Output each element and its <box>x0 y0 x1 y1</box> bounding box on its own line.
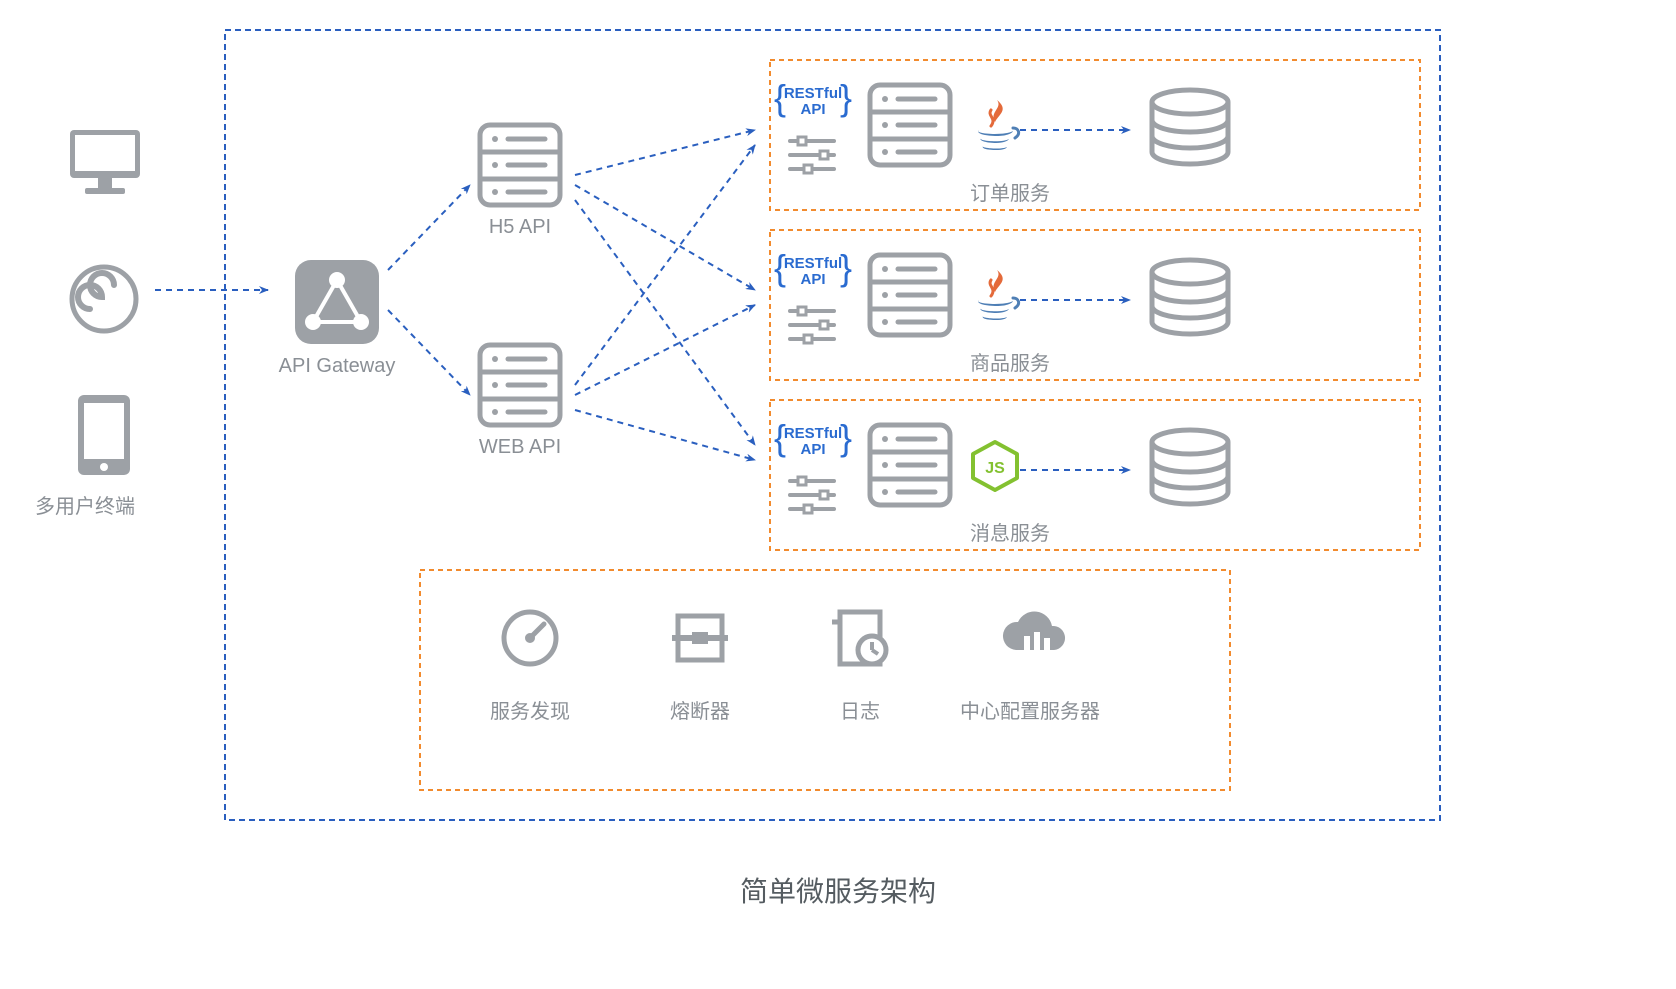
arrow-1 <box>388 185 470 270</box>
product-brace-right: } <box>840 247 852 288</box>
product-api-label: API <box>800 271 825 288</box>
arrow-3 <box>575 130 755 175</box>
infra-cloud-label: 中心配置服务器 <box>960 700 1100 723</box>
web-server-icon <box>480 345 560 425</box>
order-database-icon <box>1152 90 1228 164</box>
infra-log-label: 日志 <box>840 700 880 723</box>
desktop-icon <box>70 130 140 194</box>
product-database-icon <box>1152 260 1228 334</box>
order-brace-left: { <box>774 77 786 118</box>
message-label: 消息服务 <box>970 522 1050 545</box>
clients-label: 多用户终端 <box>35 490 135 519</box>
product-label: 商品服务 <box>970 352 1050 375</box>
message-node-icon <box>973 442 1017 490</box>
message-brace-right: } <box>840 417 852 458</box>
infra-fuse-icon <box>672 616 728 660</box>
product-restful-label: RESTful <box>784 255 842 272</box>
order-restful-label: RESTful <box>784 85 842 102</box>
arrow-2 <box>388 310 470 395</box>
message-server-icon <box>870 425 950 505</box>
product-settings-icon <box>790 307 834 343</box>
gateway-label: API Gateway <box>279 355 396 377</box>
api-gateway-icon <box>295 260 379 344</box>
h5-server-icon <box>480 125 560 205</box>
product-java-icon <box>978 270 1018 320</box>
order-server-icon <box>870 85 950 165</box>
message-database-icon <box>1152 430 1228 504</box>
order-java-icon <box>978 100 1018 150</box>
order-label: 订单服务 <box>970 182 1050 205</box>
h5-label: H5 API <box>489 216 551 238</box>
mobile-icon <box>78 395 130 475</box>
infra-gauge-label: 服务发现 <box>490 700 570 723</box>
message-api-label: API <box>800 441 825 458</box>
infra-gauge-icon <box>504 612 556 664</box>
infra-cloud-icon <box>1003 612 1065 656</box>
product-brace-left: { <box>774 247 786 288</box>
box-infra <box>420 570 1230 790</box>
infra-log-icon <box>832 612 886 664</box>
infra-fuse-label: 熔断器 <box>670 700 730 723</box>
message-settings-icon <box>790 477 834 513</box>
arrow-8 <box>575 410 755 460</box>
architecture-diagram: JS <box>0 0 1676 984</box>
order-api-label: API <box>800 101 825 118</box>
wechat-miniprogram-icon <box>72 267 136 331</box>
product-server-icon <box>870 255 950 335</box>
diagram-title: 简单微服务架构 <box>0 870 1676 910</box>
order-brace-right: } <box>840 77 852 118</box>
order-settings-icon <box>790 137 834 173</box>
message-brace-left: { <box>774 417 786 458</box>
web-label: WEB API <box>479 436 561 458</box>
message-restful-label: RESTful <box>784 425 842 442</box>
